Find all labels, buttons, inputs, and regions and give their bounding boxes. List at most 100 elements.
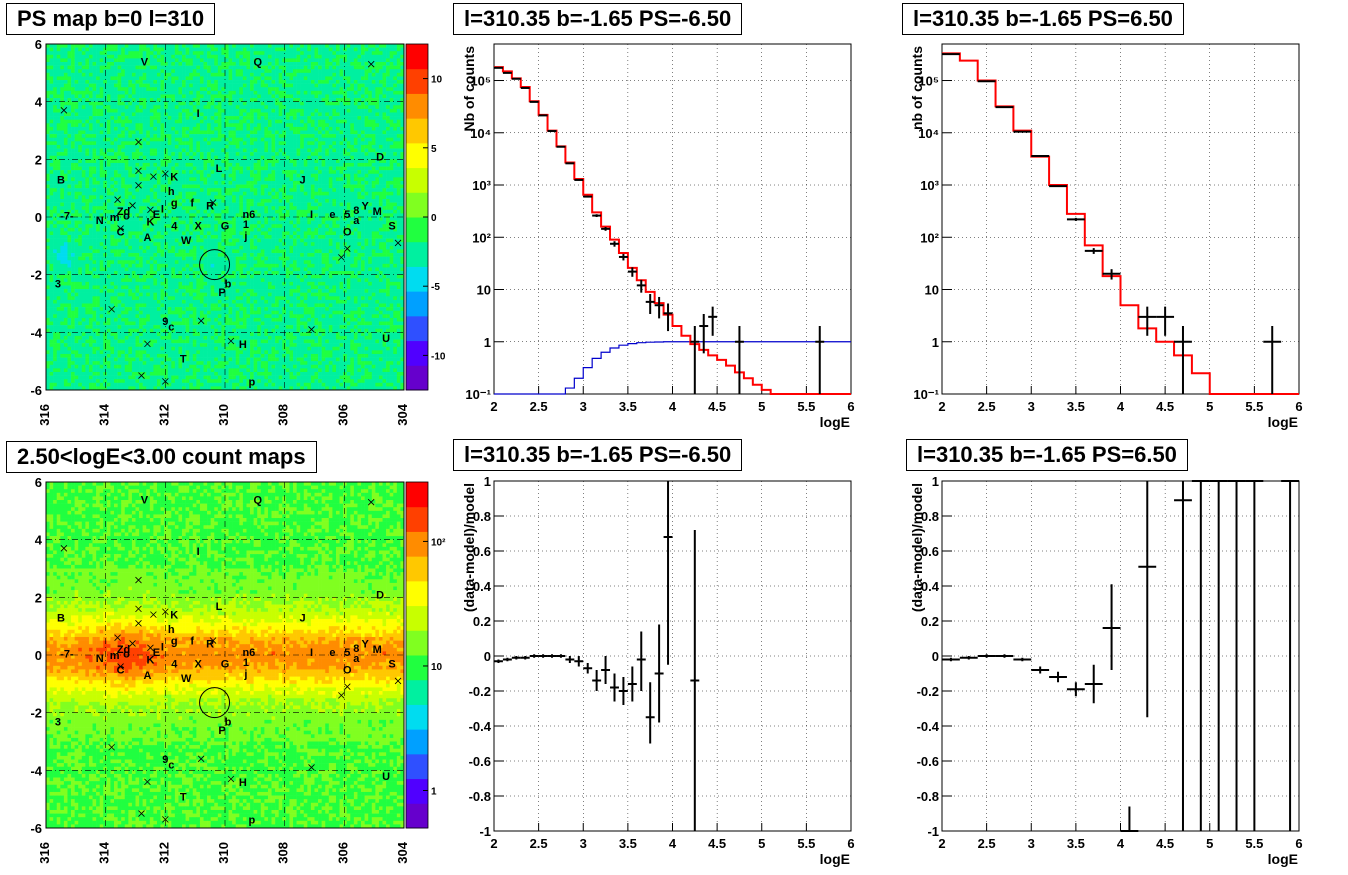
map-cell: [146, 54, 151, 59]
map-cell: [167, 126, 172, 131]
map-cell: [393, 166, 398, 171]
map-cell: [139, 162, 143, 167]
map-cell: [293, 217, 297, 221]
map-cell: [121, 137, 126, 142]
map-cell: [210, 191, 215, 196]
map-cell: [74, 98, 79, 102]
map-cell: [361, 112, 365, 117]
map-cell: [189, 198, 194, 203]
map-cell: [282, 198, 287, 203]
map-cell: [96, 87, 100, 92]
map-cell: [96, 47, 100, 52]
map-cell: [314, 98, 319, 102]
map-cell: [217, 119, 222, 124]
map-cell: [131, 213, 136, 218]
map-cell: [189, 134, 194, 138]
map-cell: [74, 76, 79, 81]
map-cell: [156, 83, 161, 88]
map-cell: [242, 220, 247, 225]
map-cell: [328, 180, 333, 185]
map-cell: [207, 58, 211, 63]
map-cell: [178, 130, 183, 135]
map-cell: [78, 112, 83, 117]
map-cell: [74, 144, 79, 149]
map-cell: [400, 206, 405, 211]
map-cell: [328, 152, 333, 157]
map-cell: [307, 44, 312, 48]
map-cell: [121, 209, 126, 214]
map-cell: [386, 144, 390, 149]
map-cell: [149, 191, 154, 196]
map-cell: [353, 170, 358, 175]
map-cell: [131, 206, 136, 211]
map-cell: [78, 180, 83, 185]
map-cell: [71, 69, 75, 74]
map-cell: [396, 184, 401, 189]
map-cell: [343, 90, 348, 95]
map-cell: [389, 191, 394, 196]
map-cell: [242, 83, 247, 88]
map-cell: [149, 101, 154, 106]
map-cell: [85, 123, 90, 128]
map-cell: [178, 116, 183, 120]
map-cell: [217, 152, 222, 157]
map-cell: [260, 51, 265, 56]
map-cell: [346, 108, 351, 113]
map-cell: [139, 173, 143, 178]
map-cell: [246, 112, 251, 117]
map-cell: [124, 90, 129, 95]
map-cell: [350, 62, 355, 66]
map-cell: [171, 130, 176, 135]
map-cell: [142, 126, 147, 131]
map-cell: [228, 188, 233, 193]
map-cell: [56, 58, 61, 63]
map-cell: [46, 220, 50, 225]
map-cell: [346, 101, 351, 106]
map-cell: [343, 83, 348, 88]
map-cell: [353, 209, 358, 214]
map-cell: [400, 54, 405, 59]
map-cell: [310, 101, 315, 106]
map-cell: [121, 58, 126, 63]
map-cell: [278, 76, 283, 81]
map-cell: [343, 202, 348, 207]
map-cell: [210, 72, 215, 77]
map-cell: [257, 188, 262, 193]
map-cell: [210, 159, 215, 164]
map-cell: [214, 87, 219, 92]
map-cell: [88, 123, 93, 128]
map-cell: [78, 98, 83, 102]
map-cell: [121, 134, 126, 138]
map-cell: [103, 184, 108, 189]
map-cell: [314, 65, 319, 70]
map-cell: [257, 119, 262, 124]
map-cell: [106, 69, 111, 74]
map-cell: [310, 155, 315, 160]
map-cell: [307, 58, 312, 63]
map-cell: [364, 126, 369, 131]
map-cell: [74, 137, 79, 142]
map-cell: [192, 116, 197, 120]
map-cell: [325, 101, 330, 106]
map-cell: [339, 155, 344, 160]
map-cell: [81, 108, 86, 113]
map-cell: [386, 116, 390, 120]
map-cell: [396, 206, 401, 211]
map-cell: [96, 213, 100, 218]
map-cell: [196, 65, 201, 70]
map-cell: [189, 184, 194, 189]
map-cell: [271, 166, 276, 171]
map-cell: [303, 209, 308, 214]
map-cell: [293, 76, 297, 81]
map-cell: [182, 173, 186, 178]
map-cell: [275, 213, 279, 218]
map-cell: [189, 217, 194, 221]
map-cell: [117, 90, 122, 95]
map-cell: [56, 191, 61, 196]
map-cell: [131, 220, 136, 225]
map-cell: [393, 177, 398, 182]
map-cell: [67, 112, 72, 117]
map-cell: [307, 54, 312, 59]
map-cell: [275, 123, 279, 128]
map-cell: [314, 112, 319, 117]
